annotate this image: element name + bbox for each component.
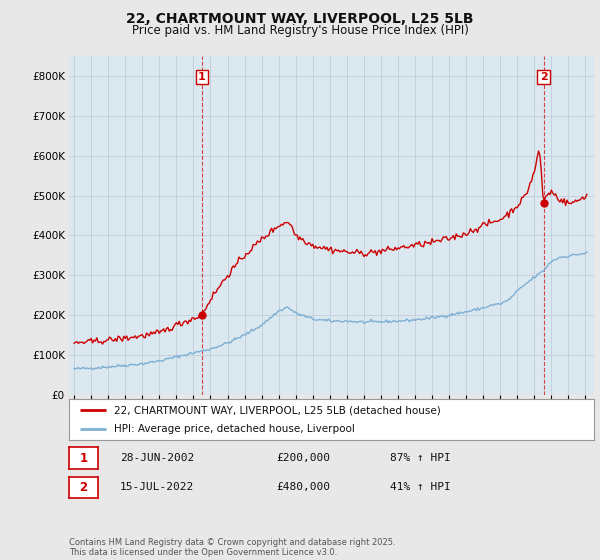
Text: 1: 1 xyxy=(198,72,206,82)
Text: 2: 2 xyxy=(79,480,88,494)
Text: 22, CHARTMOUNT WAY, LIVERPOOL, L25 5LB (detached house): 22, CHARTMOUNT WAY, LIVERPOOL, L25 5LB (… xyxy=(113,405,440,415)
Text: Price paid vs. HM Land Registry's House Price Index (HPI): Price paid vs. HM Land Registry's House … xyxy=(131,24,469,37)
Text: £200,000: £200,000 xyxy=(276,453,330,463)
Text: 22, CHARTMOUNT WAY, LIVERPOOL, L25 5LB: 22, CHARTMOUNT WAY, LIVERPOOL, L25 5LB xyxy=(126,12,474,26)
Text: 41% ↑ HPI: 41% ↑ HPI xyxy=(390,482,451,492)
Text: 28-JUN-2002: 28-JUN-2002 xyxy=(120,453,194,463)
Text: Contains HM Land Registry data © Crown copyright and database right 2025.
This d: Contains HM Land Registry data © Crown c… xyxy=(69,538,395,557)
Text: HPI: Average price, detached house, Liverpool: HPI: Average price, detached house, Live… xyxy=(113,424,355,433)
Text: 2: 2 xyxy=(539,72,547,82)
Text: 1: 1 xyxy=(79,451,88,465)
Text: 87% ↑ HPI: 87% ↑ HPI xyxy=(390,453,451,463)
Text: 15-JUL-2022: 15-JUL-2022 xyxy=(120,482,194,492)
Text: £480,000: £480,000 xyxy=(276,482,330,492)
